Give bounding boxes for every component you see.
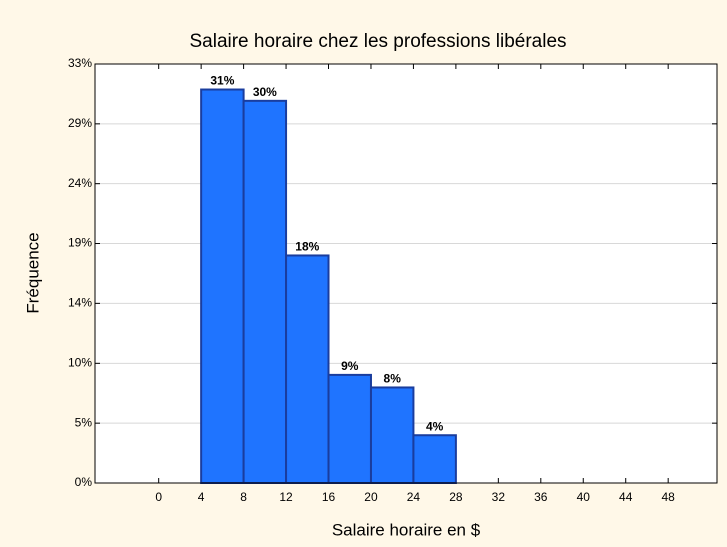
y-tick-label: 10% <box>68 355 92 369</box>
plot-frame <box>94 63 718 484</box>
x-tick-label: 32 <box>492 490 506 504</box>
data-label: 30% <box>253 85 277 99</box>
x-tick-label: 16 <box>322 490 336 504</box>
bar <box>285 254 330 484</box>
x-tick-label: 36 <box>534 490 548 504</box>
x-tick-label: 28 <box>449 490 463 504</box>
bar <box>412 434 457 484</box>
y-tick-label: 19% <box>68 236 92 250</box>
x-tick-label: 40 <box>577 490 591 504</box>
x-tick-label: 0 <box>155 490 162 504</box>
y-tick-label: 29% <box>68 116 92 130</box>
x-tick-label: 8 <box>240 490 247 504</box>
x-tick-label: 24 <box>407 490 421 504</box>
data-label: 18% <box>295 240 319 254</box>
y-tick-label: 14% <box>68 296 92 310</box>
y-tick-label: 33% <box>68 56 92 70</box>
bar <box>242 99 288 485</box>
x-tick-label: 44 <box>619 490 633 504</box>
chart-title: Salaire horaire chez les professions lib… <box>189 31 566 52</box>
bar <box>327 373 372 484</box>
y-tick-label: 5% <box>75 415 93 429</box>
x-axis-label: Salaire horaire en $ <box>332 520 481 539</box>
y-tick-label: 0% <box>75 475 93 489</box>
data-label: 4% <box>426 419 444 433</box>
x-tick-label: 12 <box>279 490 293 504</box>
x-tick-label: 4 <box>198 490 205 504</box>
bar <box>369 386 415 484</box>
x-tick-label: 20 <box>364 490 378 504</box>
data-label: 9% <box>341 359 359 373</box>
y-axis-label: Fréquence <box>23 232 42 313</box>
y-tick-label: 24% <box>68 176 92 190</box>
data-label: 8% <box>384 372 402 386</box>
bar <box>200 88 245 484</box>
data-label: 31% <box>210 74 234 88</box>
x-tick-label: 48 <box>661 490 675 504</box>
